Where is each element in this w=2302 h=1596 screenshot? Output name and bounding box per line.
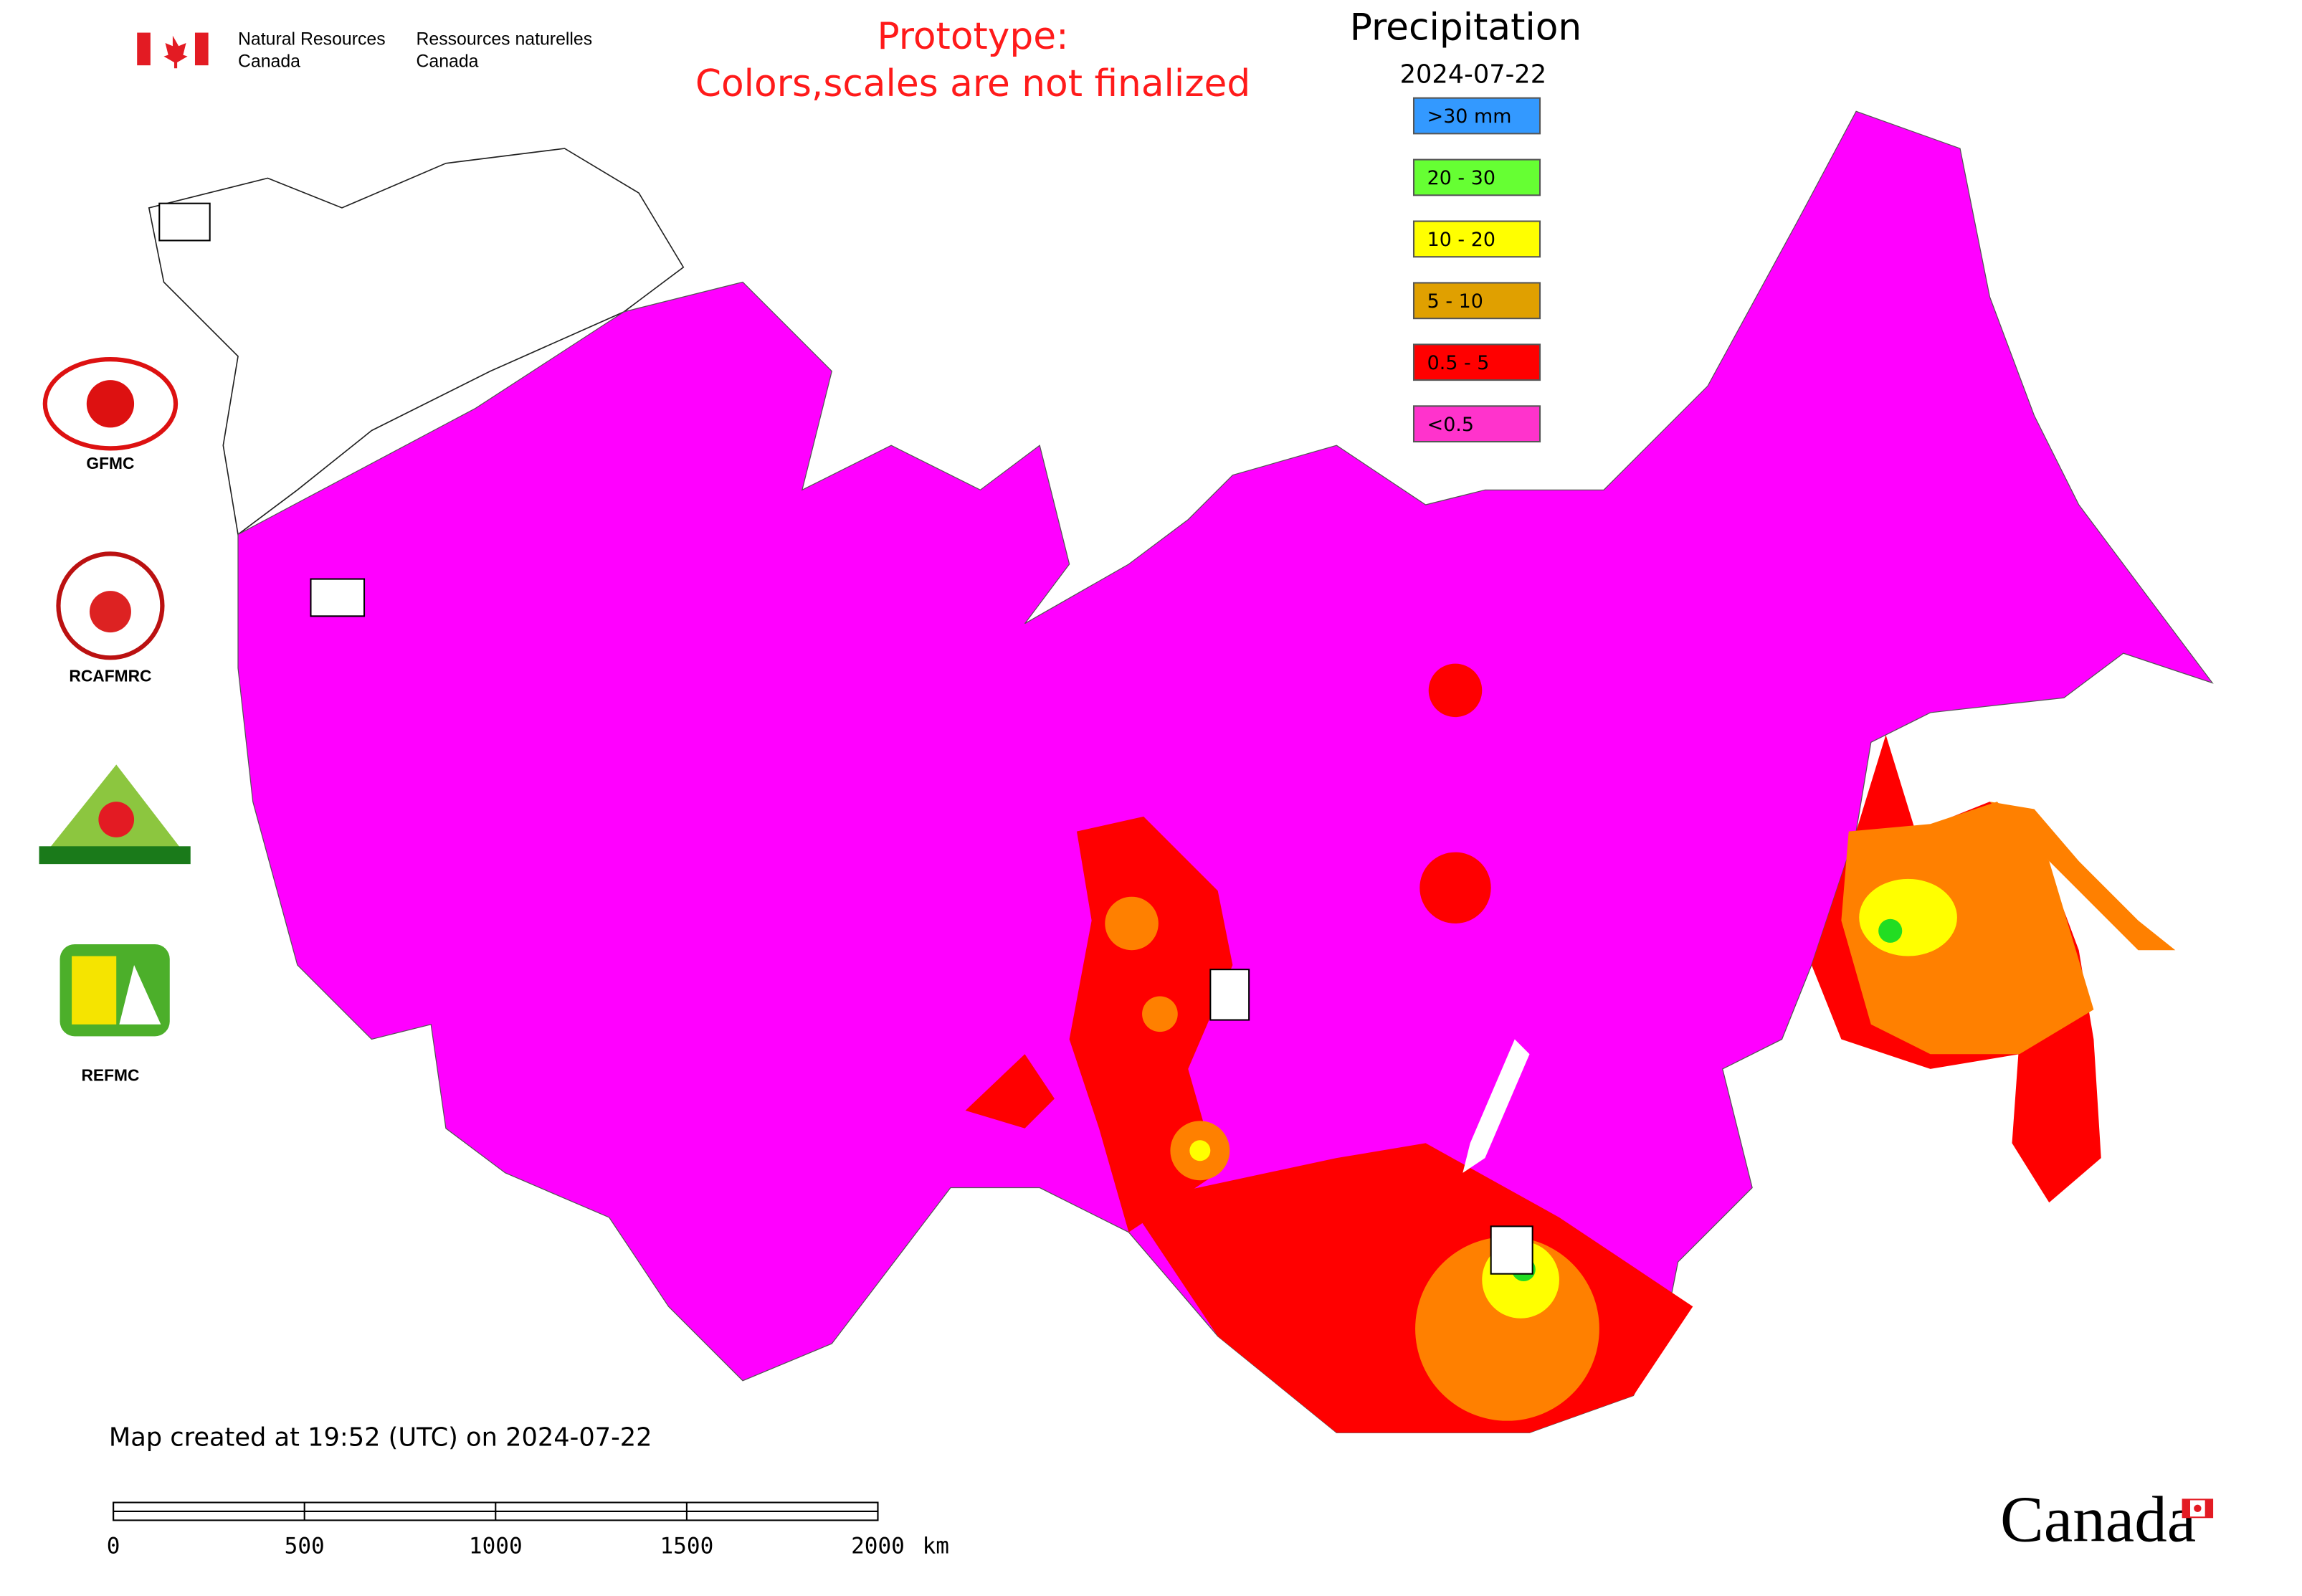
neighbour-countries <box>148 148 685 536</box>
scale-label: 1000 <box>469 1534 523 1559</box>
legend-label: >30 mm <box>1427 105 1512 128</box>
created-note: Map created at 19:52 (UTC) on 2024-07-22 <box>109 1423 652 1453</box>
centre-markers <box>158 202 1533 1275</box>
notice: Prototype: <box>877 15 1068 58</box>
legend-swatch <box>1412 405 1541 443</box>
scale-bar: 0 500 1000 1500 2000 km <box>107 1501 949 1559</box>
dept-fr: Ressources naturelles <box>417 29 593 49</box>
logo-refmc <box>60 944 170 1037</box>
wordmark-flag <box>2182 1498 2214 1519</box>
logo-label: RCAFMRC <box>69 666 151 685</box>
scale-label: 2000 <box>851 1534 905 1559</box>
logo-gfmc <box>42 357 179 451</box>
logo-rcafmrc <box>56 551 165 660</box>
scale-label: 1500 <box>660 1534 713 1559</box>
dept-en: Canada <box>238 52 300 72</box>
dept-fr: Canada <box>417 52 479 72</box>
legend-swatch <box>1412 220 1541 258</box>
legend: >30 mm 20 - 30 10 - 20 5 - 10 0.5 - 5 <0.5 <box>1412 97 1541 443</box>
logo-label: REFMC <box>81 1065 139 1084</box>
scale-label: 500 <box>285 1534 325 1559</box>
precipitation-lt-0-5 <box>237 110 2214 1433</box>
canada-wordmark: Canada <box>2000 1483 2196 1556</box>
nrcan-signature: Natural Resources Canada Ressources natu… <box>137 29 593 72</box>
legend-swatch <box>1412 158 1541 196</box>
scale-label: 0 <box>107 1534 120 1559</box>
legend-swatch <box>1412 97 1541 135</box>
logo-label: GFMC <box>86 454 134 472</box>
legend-label: <0.5 <box>1427 414 1474 436</box>
legend-label: 5 - 10 <box>1427 290 1483 313</box>
notice: Colors,scales are not finalized <box>695 62 1250 105</box>
legend-label: 20 - 30 <box>1427 167 1495 189</box>
scale-unit: km <box>923 1534 949 1559</box>
legend-swatch <box>1412 343 1541 381</box>
precipitation-zones <box>965 663 2176 1433</box>
legend-label: 0.5 - 5 <box>1427 352 1490 374</box>
legend-date: 2024-07-22 <box>1400 60 1547 90</box>
logo-reefmc <box>39 764 191 865</box>
legend-swatch <box>1412 282 1541 320</box>
dept-en: Natural Resources <box>238 29 386 49</box>
legend-title: Precipitation <box>1350 6 1582 49</box>
legend-label: 10 - 20 <box>1427 229 1495 251</box>
